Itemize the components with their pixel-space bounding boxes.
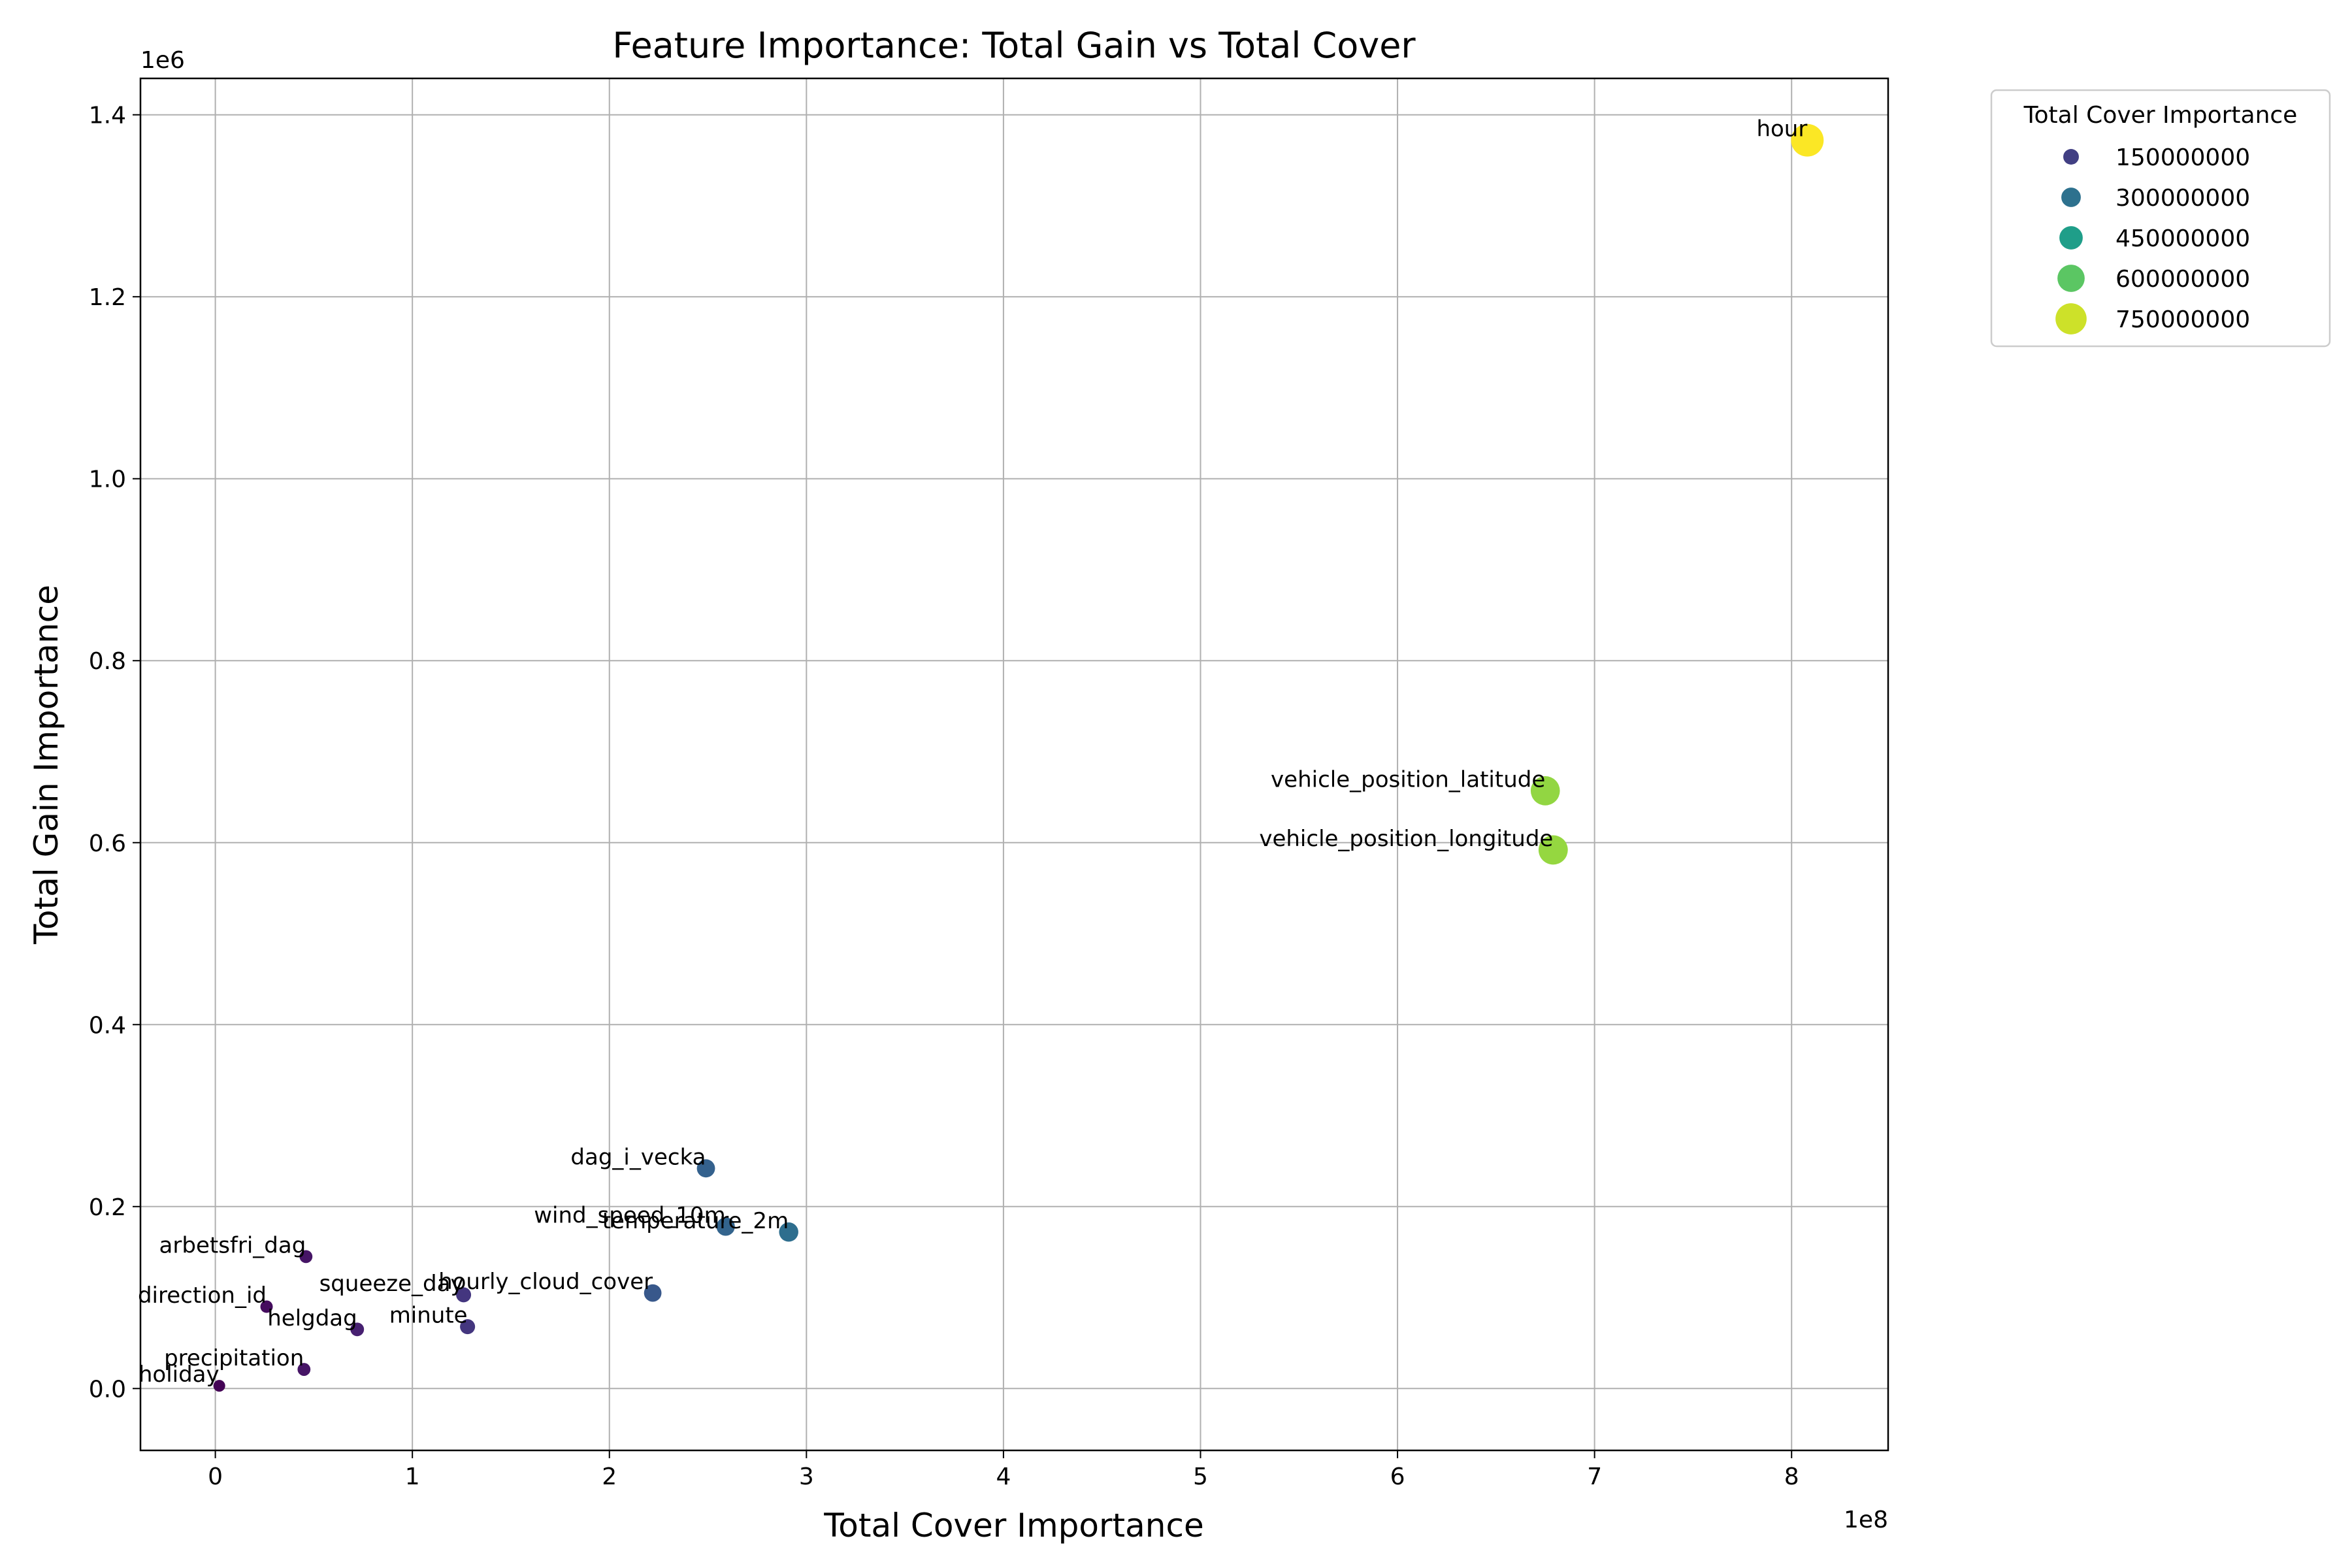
point-label: temperature_2m (602, 1208, 789, 1234)
legend-label: 600000000 (2115, 266, 2250, 293)
x-tick-label: 4 (996, 1463, 1011, 1490)
y-tick-label: 1.4 (89, 103, 126, 129)
data-point (299, 1250, 313, 1264)
data-point (350, 1322, 365, 1337)
data-point (696, 1159, 715, 1178)
data-point (1530, 776, 1560, 806)
x-tick-label: 5 (1193, 1463, 1208, 1490)
legend-label: 150000000 (2115, 144, 2250, 171)
point-label: arbetsfri_dag (159, 1232, 306, 1258)
data-points (213, 123, 1824, 1392)
legend: Total Cover Importance 150000000 30000000… (1990, 89, 2331, 348)
y-tick-label: 0.0 (89, 1376, 126, 1403)
data-point (213, 1380, 225, 1392)
x-tick-label: 3 (799, 1463, 814, 1490)
legend-marker (2057, 265, 2085, 292)
point-label: vehicle_position_latitude (1271, 766, 1545, 792)
y-axis-label: Total Gain Importance (27, 585, 65, 945)
legend-label: 300000000 (2115, 185, 2250, 212)
y-axis-ticks: 0.0 0.2 0.4 0.6 0.8 1.0 1.2 1.4 (89, 103, 140, 1403)
point-label: squeeze_day (319, 1271, 464, 1297)
point-label: minute (389, 1303, 468, 1329)
data-point (456, 1287, 472, 1303)
legend-label: 750000000 (2115, 306, 2250, 333)
grid-lines (140, 78, 1888, 1450)
chart-title: Feature Importance: Total Gain vs Total … (612, 25, 1416, 66)
point-label: precipitation (164, 1345, 304, 1371)
point-label: direction_id (138, 1282, 267, 1309)
x-tick-label: 2 (602, 1463, 617, 1490)
data-point (779, 1222, 798, 1242)
plot-area (140, 78, 1888, 1450)
point-label: helgdag (267, 1305, 357, 1331)
x-axis-offset-label: 1e8 (1844, 1507, 1888, 1533)
point-labels: hour vehicle_position_latitude vehicle_pos… (138, 116, 1807, 1388)
legend-marker (2063, 149, 2079, 165)
data-point (1791, 123, 1824, 157)
x-axis-label: Total Cover Importance (823, 1507, 1204, 1544)
point-label: holiday (139, 1362, 220, 1388)
y-tick-label: 0.8 (89, 648, 126, 675)
point-label: wind_speed_10m (534, 1202, 725, 1228)
x-tick-label: 7 (1587, 1463, 1602, 1490)
y-tick-label: 1.2 (89, 284, 126, 311)
legend-marker (2059, 226, 2083, 250)
data-point (716, 1217, 735, 1236)
y-tick-label: 0.2 (89, 1194, 126, 1221)
y-axis-offset-label: 1e6 (140, 47, 185, 74)
legend-marker (2061, 188, 2081, 207)
point-label: vehicle_position_longitude (1259, 826, 1553, 852)
point-label: hour (1756, 116, 1807, 142)
data-point (297, 1363, 311, 1376)
y-tick-label: 0.4 (89, 1012, 126, 1039)
legend-label: 450000000 (2115, 225, 2250, 252)
y-tick-label: 1.0 (89, 466, 126, 493)
data-point (644, 1284, 662, 1302)
x-tick-label: 8 (1784, 1463, 1799, 1490)
legend-marker (2055, 303, 2087, 335)
data-point (260, 1300, 273, 1313)
y-tick-label: 0.6 (89, 830, 126, 857)
data-point (460, 1319, 476, 1335)
x-tick-label: 6 (1390, 1463, 1405, 1490)
x-tick-label: 1 (405, 1463, 420, 1490)
legend-title: Total Cover Importance (2023, 102, 2298, 129)
point-label: dag_i_vecka (570, 1144, 706, 1170)
point-label: hourly_cloud_cover (438, 1269, 653, 1295)
data-point (1538, 835, 1568, 865)
legend-entries: 150000000 300000000 450000000 600000000 7500… (2055, 144, 2250, 335)
x-tick-label: 0 (208, 1463, 223, 1490)
plot-frame (139, 77, 1889, 1452)
x-axis-ticks: 0 1 2 3 4 5 6 7 8 (208, 1450, 1799, 1490)
